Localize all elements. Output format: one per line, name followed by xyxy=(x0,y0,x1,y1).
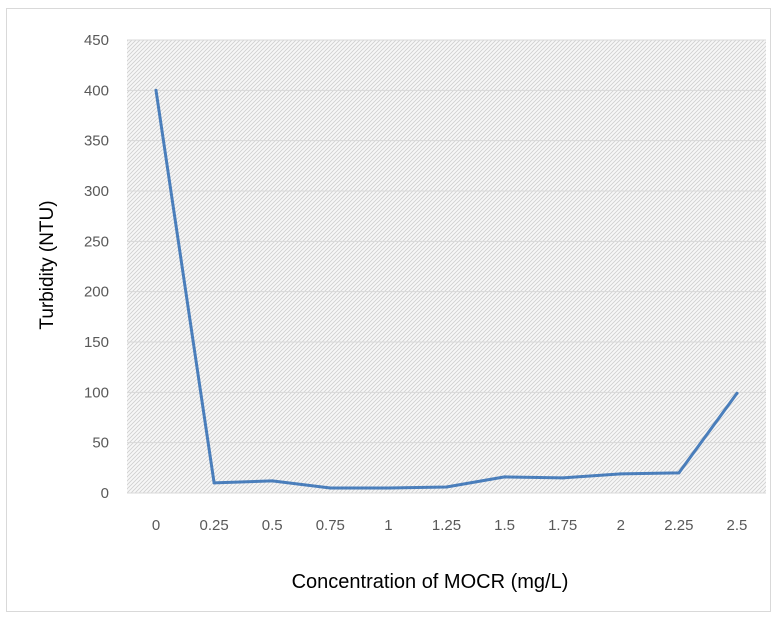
x-tick-label: 2.5 xyxy=(727,517,748,534)
x-axis-ticks: 0 0.25 0.5 0.75 1 1.25 1.5 1.75 2 2.25 2.5 xyxy=(152,517,748,534)
data-point xyxy=(619,472,623,476)
y-tick-label: 450 xyxy=(84,32,109,49)
y-axis-title: Turbidity (NTU) xyxy=(37,200,58,329)
data-point xyxy=(735,391,739,395)
x-tick-label: 1.25 xyxy=(432,517,461,534)
gridlines xyxy=(127,39,766,494)
data-point xyxy=(154,88,158,92)
x-axis-title: Concentration of MOCR (mg/L) xyxy=(292,571,569,593)
y-tick-label: 150 xyxy=(84,334,109,351)
y-tick-label: 0 xyxy=(101,485,109,502)
x-tick-label: 0.5 xyxy=(262,517,283,534)
y-tick-label: 400 xyxy=(84,82,109,99)
y-tick-label: 50 xyxy=(92,435,109,452)
y-tick-label: 300 xyxy=(84,183,109,200)
data-point xyxy=(386,486,390,490)
x-tick-label: 0.25 xyxy=(200,517,229,534)
y-tick-label: 100 xyxy=(84,384,109,401)
data-point xyxy=(503,475,507,479)
x-tick-label: 1 xyxy=(384,517,392,534)
data-point xyxy=(270,479,274,483)
x-tick-label: 2.25 xyxy=(664,517,693,534)
data-point xyxy=(212,481,216,485)
x-tick-label: 1.5 xyxy=(494,517,515,534)
data-point xyxy=(677,471,681,475)
x-tick-label: 0 xyxy=(152,517,160,534)
data-point xyxy=(561,476,565,480)
x-tick-label: 0.75 xyxy=(316,517,345,534)
y-tick-label: 200 xyxy=(84,284,109,301)
y-tick-label: 350 xyxy=(84,133,109,150)
data-point xyxy=(328,486,332,490)
x-tick-label: 1.75 xyxy=(548,517,577,534)
plot-area xyxy=(127,40,766,493)
y-axis-ticks: 0 50 100 150 200 250 300 350 400 450 xyxy=(84,32,109,502)
x-tick-label: 2 xyxy=(617,517,625,534)
data-point xyxy=(445,485,448,489)
y-tick-label: 250 xyxy=(84,233,109,250)
